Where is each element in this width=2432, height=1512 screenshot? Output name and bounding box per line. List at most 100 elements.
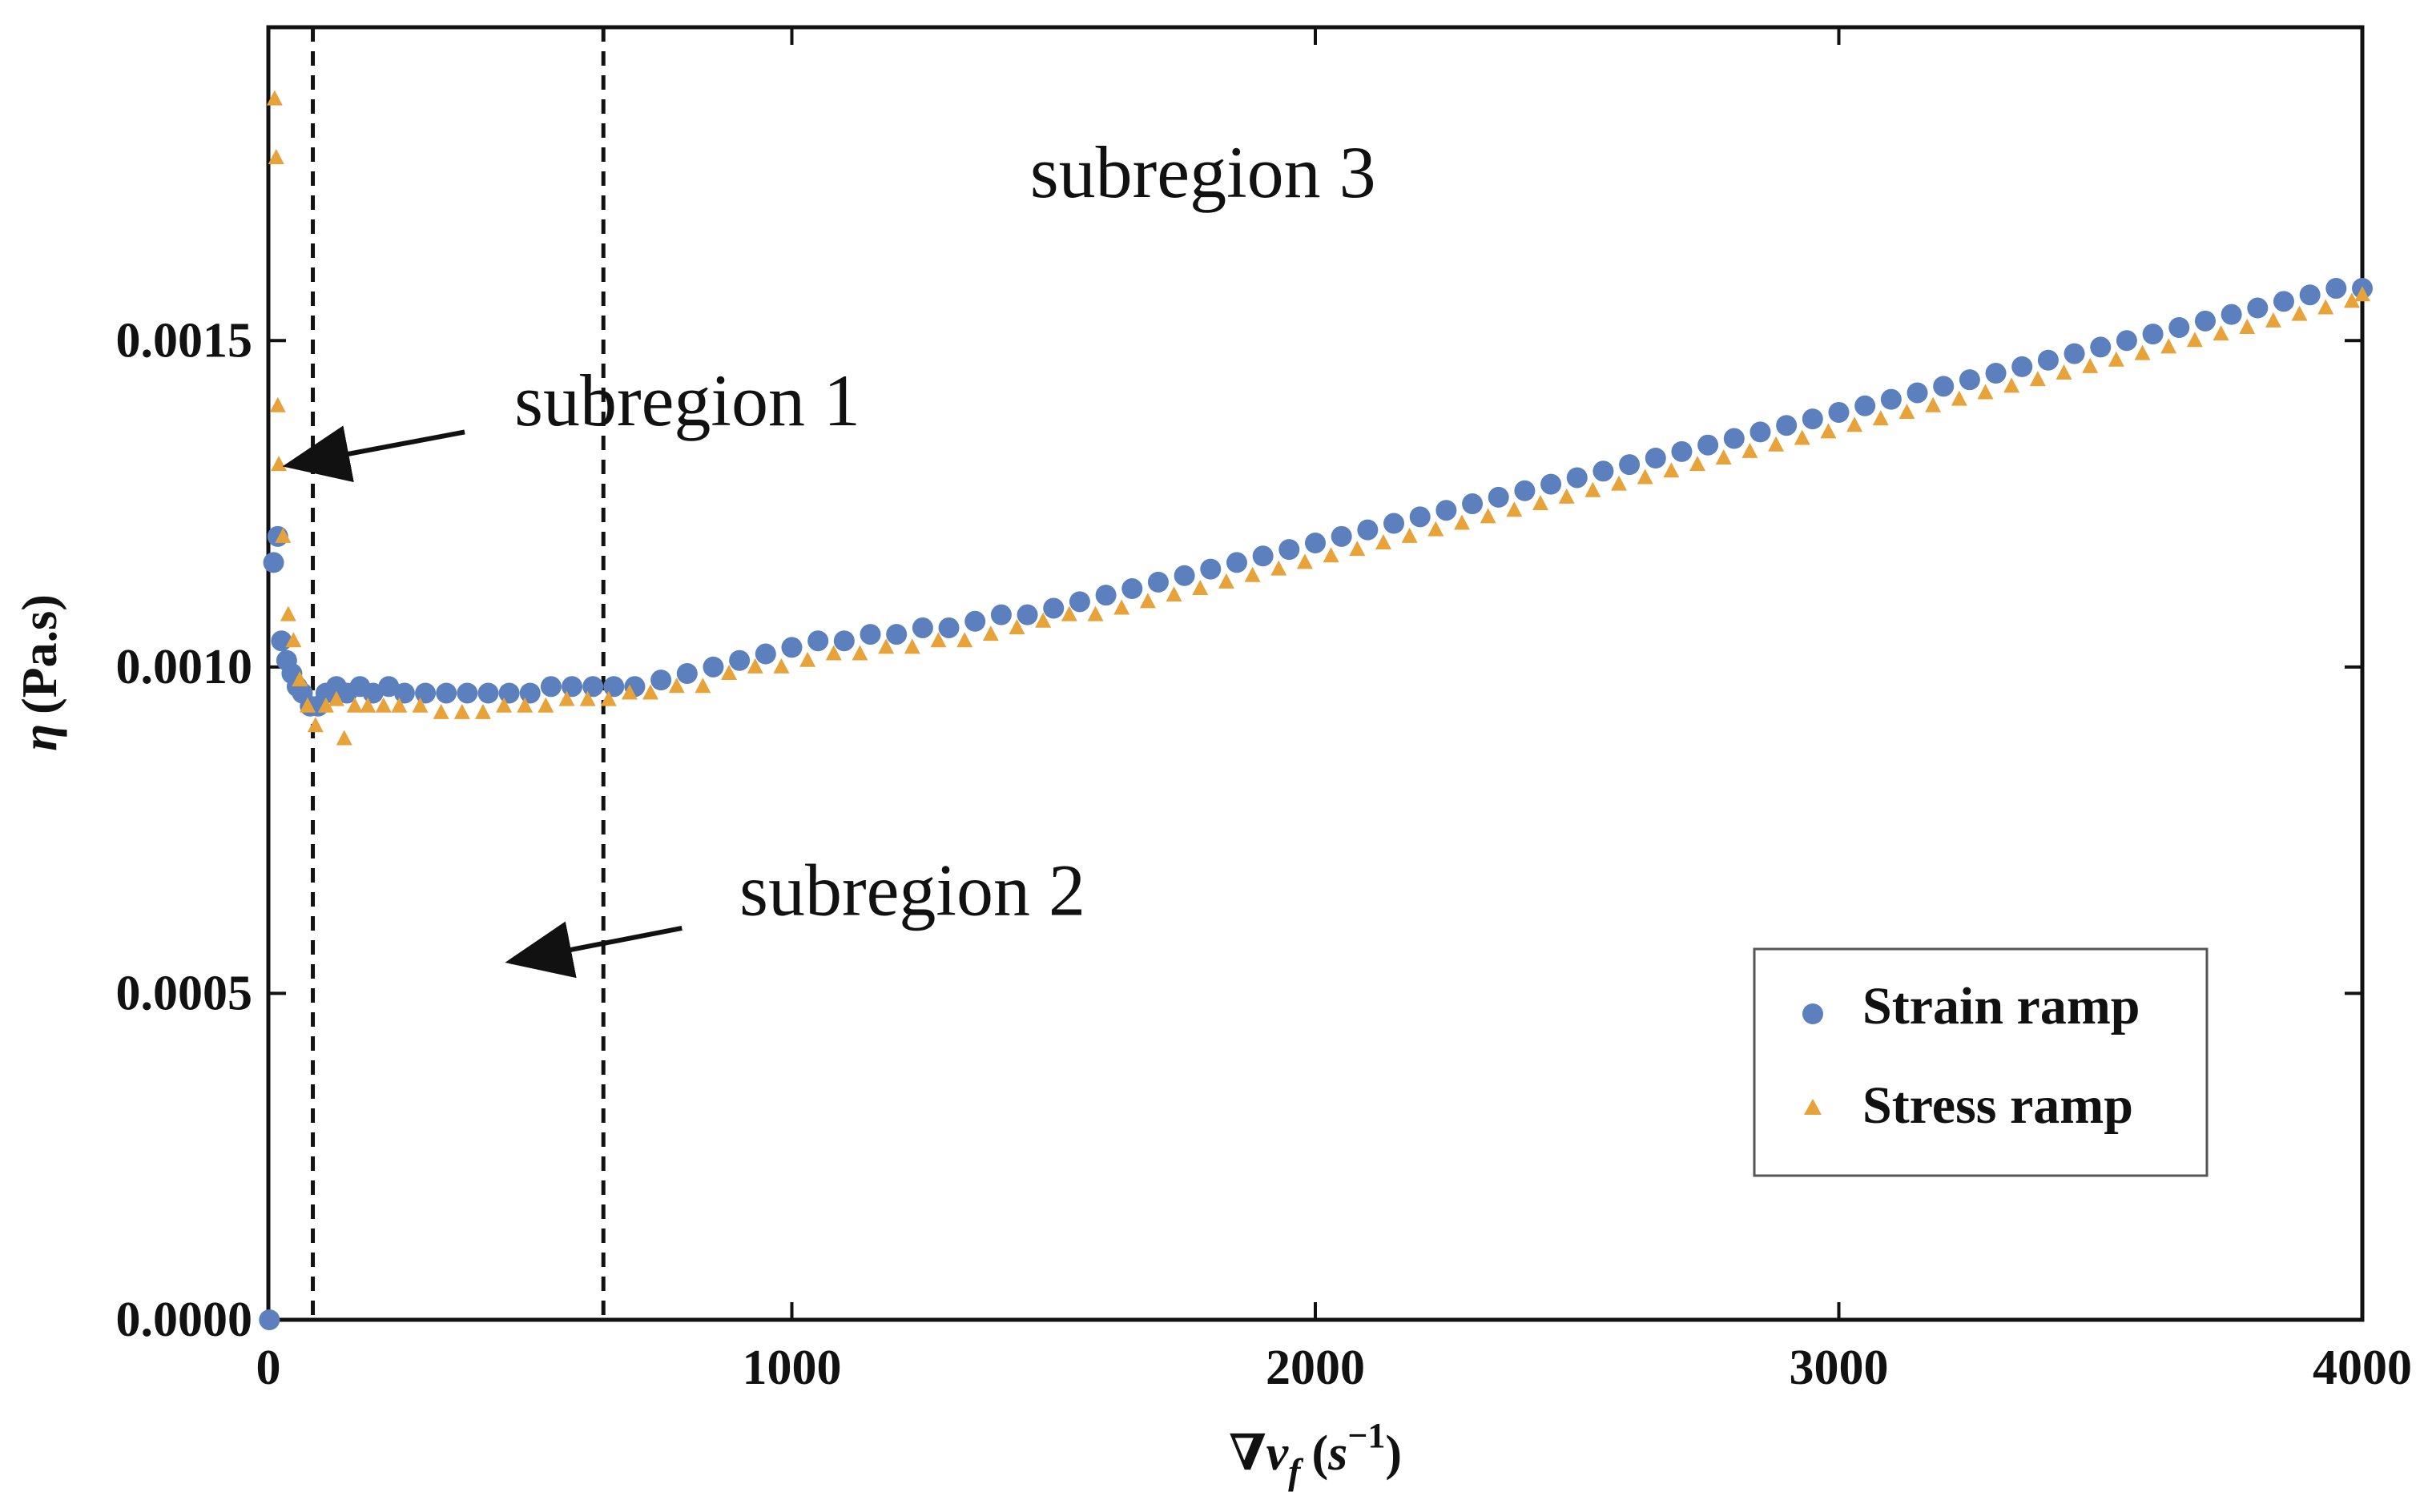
strain-point — [519, 682, 541, 704]
stress-point — [1741, 442, 1758, 458]
strain-point — [833, 630, 855, 652]
x-axis-ticks: 0 1000 2000 3000 4000 — [256, 27, 2412, 1395]
stress-point — [2239, 318, 2256, 334]
stress-point — [1139, 593, 1156, 609]
strain-point — [378, 676, 400, 698]
stress-point — [307, 717, 324, 733]
strain-point — [271, 630, 292, 652]
strain-point — [1959, 369, 1980, 391]
stress-point — [621, 684, 638, 700]
stress-point — [721, 665, 738, 680]
y-tick-label: 0.0005 — [116, 966, 253, 1020]
series-stress-ramp — [266, 90, 2370, 746]
stress-point — [271, 456, 288, 472]
strain-point — [582, 676, 604, 698]
stress-point — [1584, 481, 1601, 497]
strain-point — [1566, 467, 1588, 489]
strain-point — [1985, 363, 2007, 384]
strain-point — [1017, 604, 1038, 625]
strain-point — [2221, 304, 2242, 325]
x-tick-label: 0 — [256, 1341, 281, 1395]
stress-point — [1558, 488, 1575, 504]
stress-point — [1401, 527, 1418, 543]
strain-point — [1226, 552, 1247, 573]
stress-point — [904, 638, 920, 654]
stress-point — [1296, 553, 1313, 569]
strain-point — [498, 682, 520, 704]
stress-point — [1009, 618, 1025, 634]
legend: Strain ramp Stress ramp — [1753, 947, 2209, 1177]
stress-point — [579, 690, 596, 706]
stress-point — [1977, 384, 1994, 400]
strain-point — [2299, 284, 2321, 306]
strain-point — [540, 676, 562, 698]
strain-point — [1200, 558, 1222, 580]
strain-point — [781, 637, 803, 658]
strain-point — [1278, 539, 1300, 561]
stress-point — [1349, 541, 1366, 557]
stress-point — [1532, 495, 1549, 511]
strain-point — [1776, 415, 1798, 436]
strain-point — [1592, 460, 1614, 482]
strain-point — [1462, 493, 1484, 515]
strain-point — [2116, 330, 2137, 352]
strain-point — [2064, 343, 2085, 364]
stress-point — [2317, 299, 2334, 315]
stress-point — [412, 697, 429, 713]
annotation-subregion-3: subregion 3 — [1030, 131, 1376, 213]
stress-point — [453, 703, 470, 719]
stress-point — [2056, 364, 2072, 380]
stress-point — [1453, 514, 1470, 530]
strain-point — [964, 610, 986, 632]
stress-point — [1087, 605, 1104, 621]
stress-point — [1270, 560, 1287, 576]
stress-point — [558, 690, 575, 706]
legend-marker-stress — [1804, 1099, 1822, 1115]
strain-point — [1147, 571, 1169, 593]
legend-box — [1753, 947, 2209, 1177]
stress-point — [1898, 403, 1915, 419]
strain-point — [1409, 506, 1431, 528]
stress-point — [642, 684, 659, 700]
strain-point — [1435, 500, 1457, 521]
stress-point — [773, 657, 790, 674]
strain-point — [603, 676, 625, 698]
stress-point — [285, 632, 302, 648]
stress-point — [1846, 416, 1863, 432]
stress-point — [1663, 462, 1680, 478]
stress-point — [317, 697, 334, 713]
stress-point — [1951, 390, 1967, 406]
strain-point — [1331, 525, 1352, 547]
strain-point — [1095, 585, 1117, 606]
stress-point — [956, 632, 973, 648]
stress-point — [1244, 566, 1261, 582]
stress-point — [292, 671, 308, 687]
stress-point — [1035, 612, 1052, 628]
strain-point — [990, 604, 1012, 625]
stress-point — [1480, 508, 1496, 524]
y-tick-label: 0.0000 — [116, 1293, 253, 1347]
stress-point — [1427, 521, 1444, 537]
stress-point — [1715, 449, 1732, 464]
stress-point — [600, 690, 617, 706]
strain-point — [1069, 591, 1090, 613]
stress-point — [1689, 456, 1706, 472]
strain-point — [1750, 421, 1771, 443]
stress-point — [1192, 580, 1209, 596]
stress-point — [300, 697, 316, 713]
y-tick-label: 0.0015 — [116, 313, 253, 368]
strain-point — [2325, 278, 2347, 300]
strain-point — [2090, 336, 2112, 358]
strain-point — [393, 682, 415, 704]
stress-point — [391, 697, 408, 713]
stress-point — [346, 697, 363, 713]
strain-point — [2142, 324, 2164, 345]
strain-point — [807, 630, 829, 652]
stress-point — [269, 396, 286, 412]
strain-point — [676, 663, 698, 684]
stress-point — [1768, 436, 1785, 452]
legend-marker-strain — [1802, 1003, 1823, 1024]
stress-point — [1820, 423, 1837, 439]
strain-point — [1488, 486, 1509, 508]
